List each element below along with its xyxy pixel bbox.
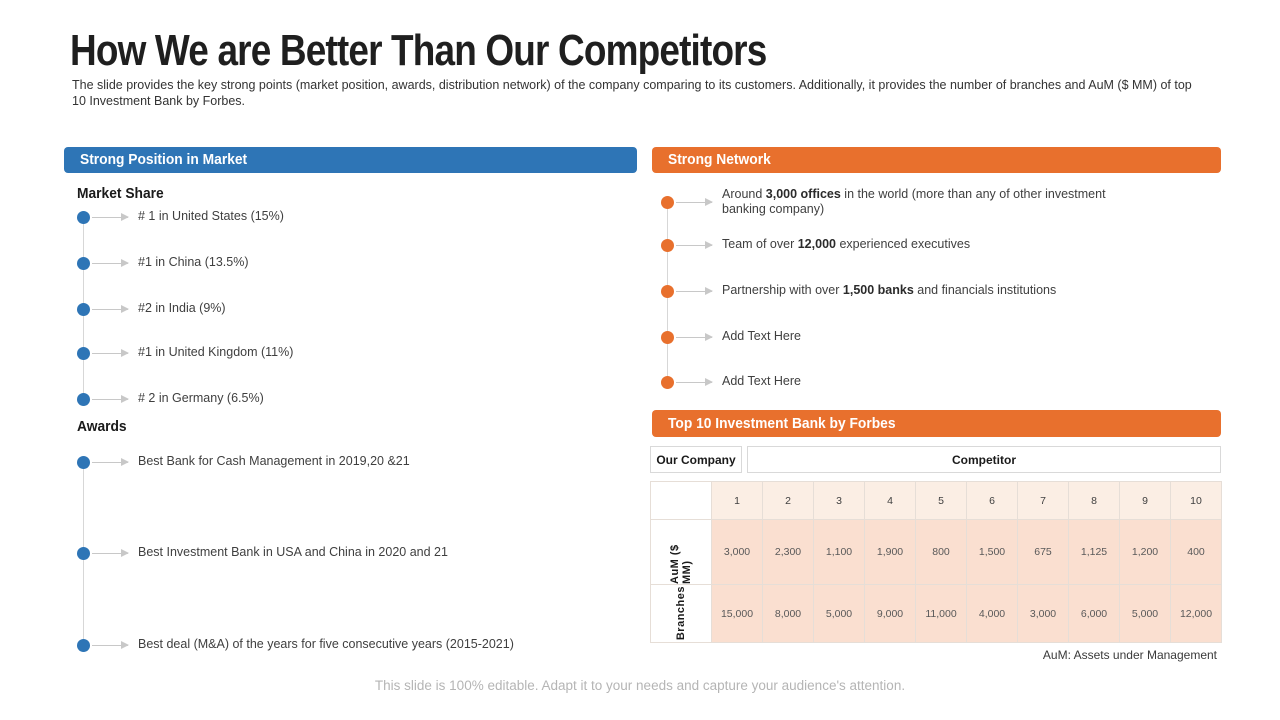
arrow-icon — [92, 348, 129, 357]
arrow-icon — [676, 197, 713, 206]
list-item-label: Best Bank for Cash Management in 2019,20… — [138, 454, 410, 469]
table-cell-aum: 400 — [1171, 520, 1221, 584]
bullet-dot-icon — [77, 256, 90, 270]
list-item: Best deal (M&A) of the years for five co… — [77, 637, 514, 652]
list-item-label: #2 in India (9%) — [138, 301, 226, 316]
arrow-icon — [92, 548, 129, 557]
list-item-placeholder: Add Text Here — [722, 329, 801, 344]
table-cell-branches: 12,000 — [1171, 585, 1221, 642]
table-col-header: 10 — [1171, 482, 1221, 519]
list-item-label: Best deal (M&A) of the years for five co… — [138, 637, 514, 652]
list-item: Add Text Here — [661, 374, 801, 389]
table-cell-branches: 3,000 — [1018, 585, 1068, 642]
page-title: How We are Better Than Our Competitors — [70, 26, 767, 75]
table-col-header: 8 — [1069, 482, 1119, 519]
list-item: Add Text Here — [661, 329, 801, 344]
bullet-dot-icon — [77, 638, 90, 652]
section-header-strong-network: Strong Network — [652, 147, 1221, 173]
arrow-icon — [92, 640, 129, 649]
table-cell-aum: 1,100 — [814, 520, 864, 584]
arrow-icon — [676, 377, 713, 386]
table-cell-branches: 15,000 — [712, 585, 762, 642]
bullet-dot-icon — [77, 392, 90, 406]
table-cell-aum: 1,200 — [1120, 520, 1170, 584]
bullet-dot-icon — [661, 375, 674, 389]
table-cell-aum: 675 — [1018, 520, 1068, 584]
arrow-icon — [92, 394, 129, 403]
arrow-icon — [92, 457, 129, 466]
bullet-dot-icon — [661, 238, 674, 252]
list-item: Team of over 12,000 experienced executiv… — [661, 237, 971, 252]
section-header-strong-position: Strong Position in Market — [64, 147, 637, 173]
table-row-label-aum: AuM ($ MM) — [651, 520, 711, 584]
arrow-icon — [92, 258, 129, 267]
table-cell-aum: 2,300 — [763, 520, 813, 584]
bullet-dot-icon — [661, 284, 674, 298]
slide-description: The slide provides the key strong points… — [72, 78, 1192, 108]
table-col-header: 9 — [1120, 482, 1170, 519]
list-item-label: # 1 in United States (15%) — [138, 209, 284, 224]
list-item: # 1 in United States (15%) — [77, 209, 284, 224]
bullet-dot-icon — [661, 195, 674, 209]
list-item-label: #1 in China (13.5%) — [138, 255, 249, 270]
table-col-header: 4 — [865, 482, 915, 519]
list-item-label: Best Investment Bank in USA and China in… — [138, 545, 448, 560]
table-cell-aum: 1,500 — [967, 520, 1017, 584]
list-item: Around 3,000 offices in the world (more … — [661, 186, 1122, 218]
arrow-icon — [92, 304, 129, 313]
section-header-top10-forbes: Top 10 Investment Bank by Forbes — [652, 410, 1221, 437]
table-cell-aum: 1,125 — [1069, 520, 1119, 584]
bullet-dot-icon — [77, 346, 90, 360]
market-share-heading: Market Share — [77, 185, 164, 202]
list-item-label: #1 in United Kingdom (11%) — [138, 345, 294, 360]
list-item: Best Bank for Cash Management in 2019,20… — [77, 454, 410, 469]
table-cell-branches: 8,000 — [763, 585, 813, 642]
list-item-label: # 2 in Germany (6.5%) — [138, 391, 264, 406]
table-corner-cell — [651, 482, 711, 519]
list-item: # 2 in Germany (6.5%) — [77, 391, 264, 406]
table-footnote: AuM: Assets under Management — [1042, 648, 1217, 662]
arrow-icon — [676, 332, 713, 341]
list-item-label: Team of over 12,000 experienced executiv… — [722, 237, 971, 252]
list-item-placeholder: Add Text Here — [722, 374, 801, 389]
editable-note: This slide is 100% editable. Adapt it to… — [374, 678, 906, 693]
table-cell-aum: 800 — [916, 520, 966, 584]
table-cell-branches: 5,000 — [814, 585, 864, 642]
list-item: #1 in United Kingdom (11%) — [77, 345, 294, 360]
arrow-icon — [92, 212, 129, 221]
awards-heading: Awards — [77, 418, 127, 435]
table-col-header: 5 — [916, 482, 966, 519]
forbes-table: 1 2 3 4 5 6 7 8 9 10 AuM ($ MM) 3,000 2,… — [650, 481, 1222, 643]
table-col-header: 1 — [712, 482, 762, 519]
bullet-dot-icon — [661, 330, 674, 344]
table-group-header-our-company: Our Company — [650, 446, 742, 473]
arrow-icon — [676, 240, 713, 249]
table-col-header: 3 — [814, 482, 864, 519]
bullet-dot-icon — [77, 210, 90, 224]
table-group-header-competitor: Competitor — [747, 446, 1221, 473]
list-item-label: Partnership with over 1,500 banks and fi… — [722, 283, 1057, 298]
table-col-header: 6 — [967, 482, 1017, 519]
table-cell-branches: 4,000 — [967, 585, 1017, 642]
list-item-label: Around 3,000 offices in the world (more … — [722, 186, 1106, 217]
table-row-label-branches: Branches — [651, 585, 711, 642]
table-cell-branches: 11,000 — [916, 585, 966, 642]
list-item: Best Investment Bank in USA and China in… — [77, 545, 448, 560]
list-item: #1 in China (13.5%) — [77, 255, 249, 270]
table-col-header: 2 — [763, 482, 813, 519]
bullet-dot-icon — [77, 546, 90, 560]
table-cell-branches: 5,000 — [1120, 585, 1170, 642]
table-cell-branches: 9,000 — [865, 585, 915, 642]
list-item: Partnership with over 1,500 banks and fi… — [661, 283, 1057, 298]
table-cell-branches: 6,000 — [1069, 585, 1119, 642]
table-cell-aum: 3,000 — [712, 520, 762, 584]
arrow-icon — [676, 286, 713, 295]
list-item: #2 in India (9%) — [77, 301, 226, 316]
table-col-header: 7 — [1018, 482, 1068, 519]
bullet-dot-icon — [77, 455, 90, 469]
bullet-dot-icon — [77, 302, 90, 316]
table-cell-aum: 1,900 — [865, 520, 915, 584]
